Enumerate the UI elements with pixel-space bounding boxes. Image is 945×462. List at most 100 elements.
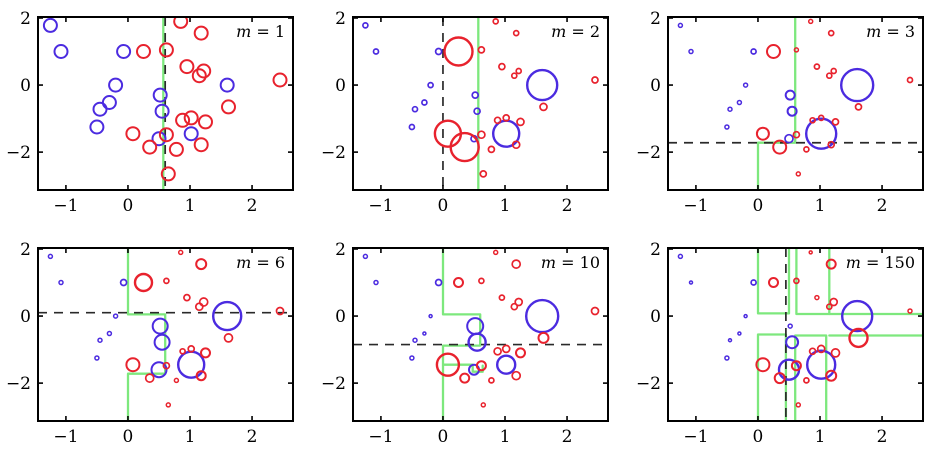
data-point-red [830, 348, 841, 358]
data-point-red [906, 76, 914, 84]
x-tick-label: 0 [753, 427, 764, 447]
data-point-red [768, 277, 779, 288]
data-point-blue [409, 355, 415, 361]
data-point-blue [373, 279, 379, 286]
data-point-red [223, 333, 234, 343]
y-tick-label: 2 [335, 240, 346, 260]
data-point-red [475, 360, 487, 372]
data-point-red [498, 62, 506, 71]
data-point-red [511, 370, 522, 381]
data-point-red [200, 347, 211, 359]
data-point-blue [677, 253, 684, 260]
data-point-red [537, 331, 550, 344]
x-tick-label: 2 [247, 196, 258, 216]
data-point-red [168, 141, 184, 157]
data-point-red [480, 402, 487, 408]
data-point-blue [467, 332, 487, 352]
data-point-red [512, 29, 520, 37]
data-point-blue [106, 330, 113, 337]
data-point-red [163, 277, 170, 285]
y-tick-label: −2 [321, 374, 346, 394]
data-point-red [807, 18, 814, 25]
data-point-red [144, 373, 155, 383]
x-tick-label: −1 [53, 196, 78, 216]
data-point-blue [724, 124, 730, 130]
data-point-blue [421, 99, 428, 106]
data-point-blue [786, 105, 798, 117]
data-point-red [479, 170, 488, 178]
data-point-red [907, 308, 913, 314]
panel-label: m = 1 [236, 22, 285, 41]
data-point-red [179, 347, 186, 355]
data-point-red [854, 103, 863, 111]
data-point-red [459, 372, 471, 384]
data-point-red [493, 346, 502, 356]
data-point-red [792, 130, 801, 139]
data-point-red [175, 112, 191, 128]
data-point-red [773, 372, 786, 385]
data-point-blue [524, 298, 560, 334]
panel-label: m = 10 [541, 253, 600, 272]
axes-box [352, 16, 609, 191]
data-point-blue [42, 17, 58, 33]
decision-boundary-line [126, 248, 167, 421]
data-point-red [803, 146, 810, 153]
plot-area [42, 17, 288, 190]
data-point-red [449, 131, 480, 163]
scatter-plot: −1 0 1 2 2 0 −2 m = 150 [636, 240, 924, 447]
data-point-blue [473, 107, 481, 116]
decision-boundary-line [795, 248, 923, 316]
data-point-red [803, 377, 810, 384]
data-point-red [196, 63, 212, 79]
data-point-blue [750, 279, 757, 286]
data-point-red [275, 306, 285, 316]
plot-area [668, 17, 923, 190]
data-point-blue [737, 331, 742, 336]
panel-label: m = 150 [846, 253, 915, 272]
data-point-blue [151, 317, 169, 335]
data-point-blue [742, 82, 749, 88]
data-point-blue [219, 77, 235, 93]
data-point-red [125, 357, 141, 373]
data-point-blue [108, 77, 124, 93]
data-point-red [502, 114, 511, 122]
data-point-red [498, 294, 506, 301]
x-tick-label: 1 [815, 196, 826, 216]
data-point-red [830, 67, 838, 75]
subplot-m-2: −1 0 1 2 2 0 −2 m = 2 [315, 0, 630, 231]
data-point-red [443, 36, 474, 67]
data-point-blue [154, 103, 170, 119]
data-point-red [191, 68, 207, 84]
data-point-blue [176, 350, 206, 379]
y-tick-label: 2 [20, 9, 31, 29]
data-point-red [816, 344, 826, 354]
data-point-red [510, 72, 518, 80]
x-tick-label: 0 [123, 427, 134, 447]
x-tick-label: 1 [185, 427, 196, 447]
y-tick-label: 0 [335, 76, 346, 96]
data-point-red [433, 119, 463, 148]
data-point-red [142, 139, 158, 155]
y-tick-label: 2 [20, 240, 31, 260]
plot-area [362, 17, 599, 190]
data-point-blue [804, 117, 838, 150]
data-point-red [514, 297, 524, 307]
x-tick-label: −1 [368, 196, 393, 216]
data-point-blue [491, 119, 521, 148]
x-tick-label: 1 [815, 427, 826, 447]
y-tick-label: −2 [636, 143, 661, 163]
data-point-blue [724, 355, 730, 361]
data-point-blue [784, 89, 796, 101]
scatter-plot: −1 0 1 2 2 0 −2 m = 6 [6, 240, 294, 447]
data-point-red [177, 249, 184, 256]
data-point-red [511, 259, 522, 269]
subplot-m-10: −1 0 1 2 2 0 −2 m = 10 [315, 231, 630, 462]
data-point-red [195, 370, 207, 382]
data-point-red [817, 114, 825, 122]
data-point-red [183, 293, 191, 302]
data-point-blue [411, 105, 419, 113]
data-point-red [158, 127, 174, 143]
data-point-red [477, 46, 486, 54]
data-point-red [808, 250, 813, 255]
data-point-red [453, 277, 464, 288]
